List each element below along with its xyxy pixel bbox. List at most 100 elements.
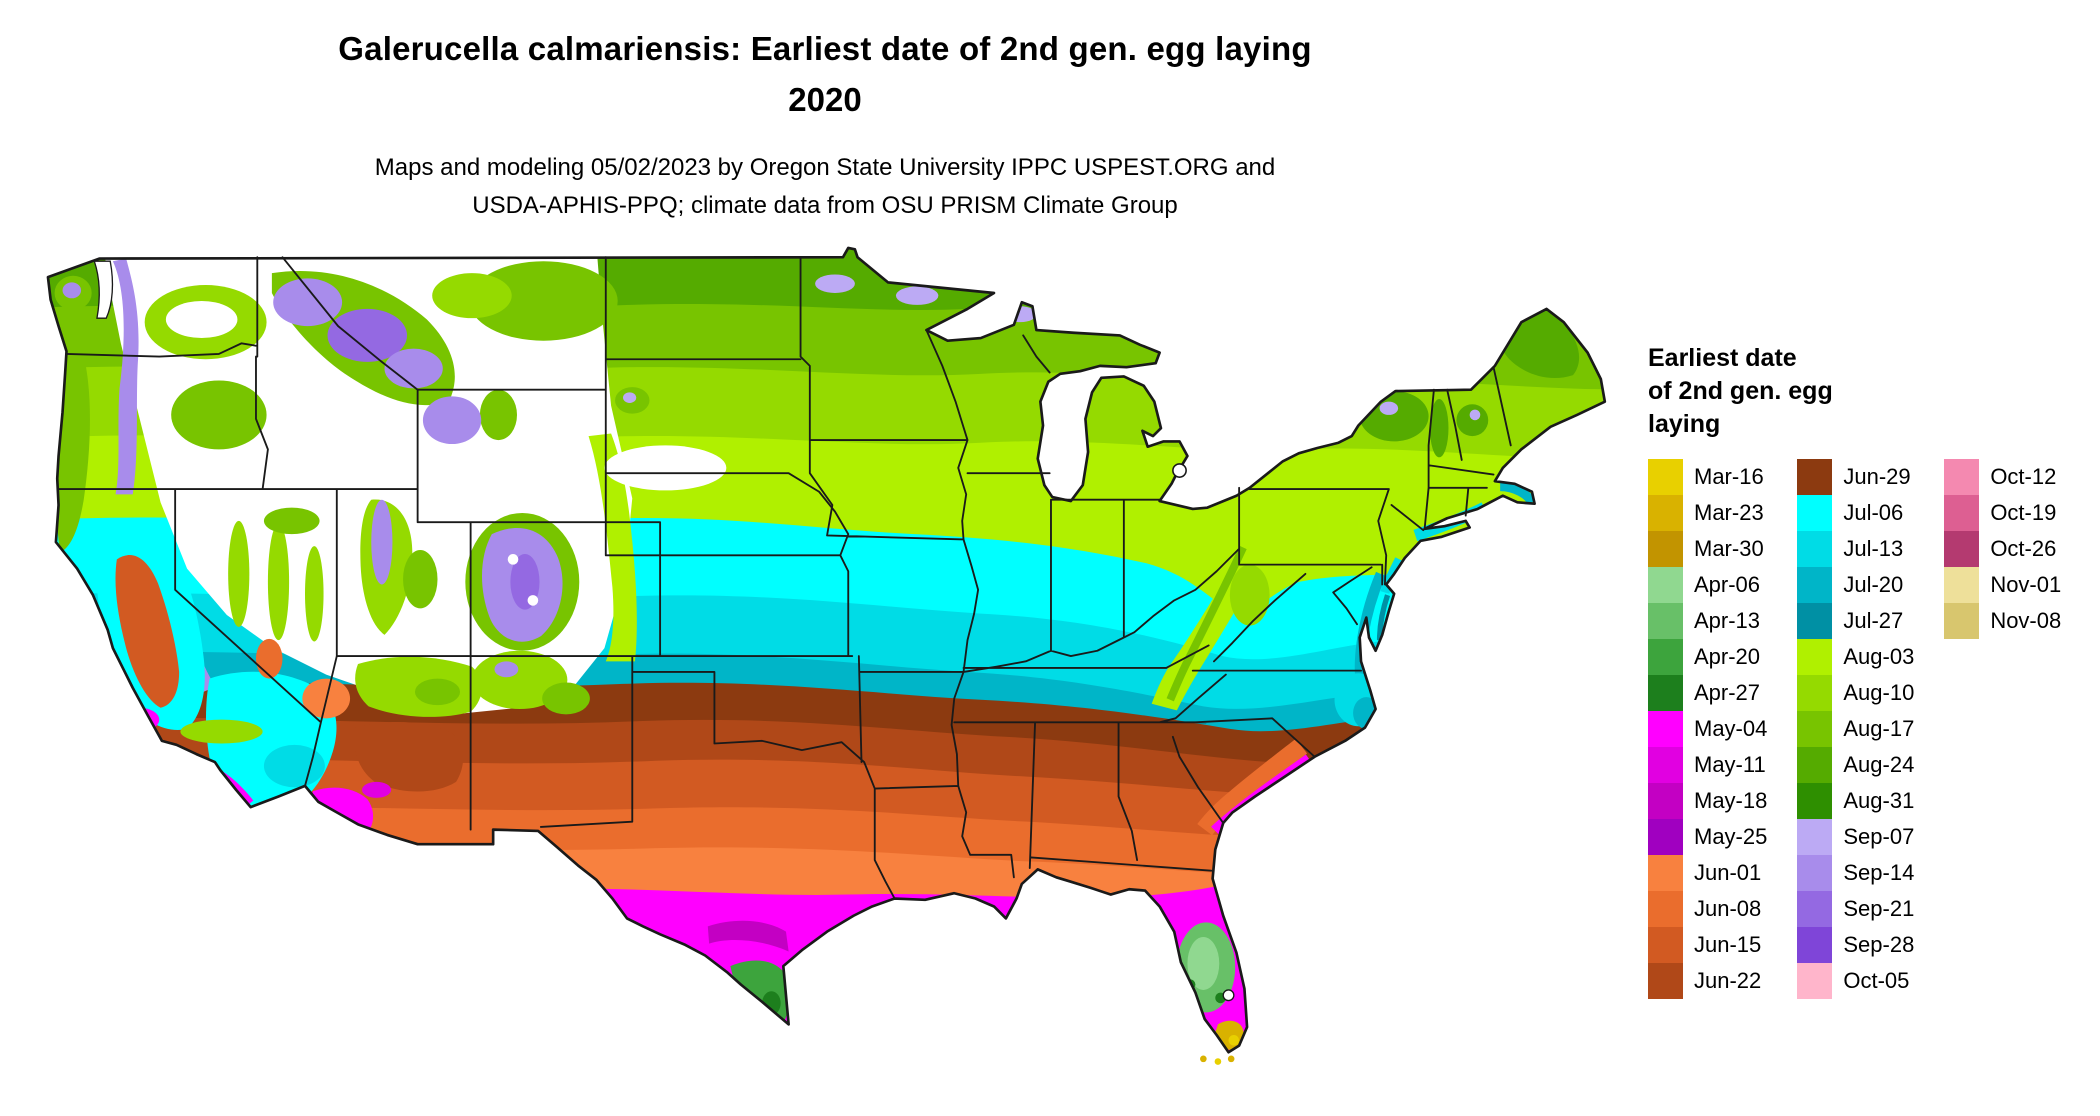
legend-swatch	[1648, 567, 1683, 603]
legend-label: May-18	[1694, 788, 1768, 813]
legend-label: Aug-10	[1843, 680, 1915, 705]
region-c-arizona	[354, 722, 464, 792]
region-transverse-ranges	[180, 719, 263, 744]
subtitle-line-1: Maps and modeling 05/02/2023 by Oregon S…	[374, 154, 1276, 181]
legend-swatch	[1648, 747, 1683, 783]
legend-item: Jun-29	[1797, 459, 1914, 495]
legend-item: Oct-26	[1944, 531, 2061, 567]
legend-item: Jul-20	[1797, 567, 1914, 603]
legend-label: Jun-29	[1843, 464, 1911, 489]
title-line-2: 2020	[788, 81, 862, 118]
legend-swatch	[1648, 963, 1683, 999]
legend-item: Mar-30	[1648, 531, 1767, 567]
legend-item: Sep-21	[1797, 891, 1914, 927]
region-blue-mountains	[171, 380, 267, 450]
region-adirondack-peak	[1379, 401, 1399, 415]
legend-item: May-25	[1648, 819, 1767, 855]
legend-label: May-25	[1694, 824, 1768, 849]
legend-swatch	[1944, 495, 1980, 531]
title-line-1: Galerucella calmariensis: Earliest date …	[338, 30, 1312, 67]
legend-swatch	[1797, 495, 1833, 531]
legend-swatch	[1797, 675, 1833, 711]
legend-swatch	[1648, 855, 1683, 891]
region-s-texas-may	[707, 920, 789, 952]
legend-item: May-11	[1648, 747, 1767, 783]
legend-swatch	[1648, 711, 1683, 747]
speck-upper-michigan-2	[1139, 326, 1161, 340]
legend-swatch	[1648, 603, 1683, 639]
legend-swatch	[1648, 891, 1683, 927]
legend-swatch	[1648, 639, 1683, 675]
legend-label: Sep-28	[1843, 932, 1915, 957]
legend-label: Sep-14	[1843, 860, 1915, 885]
region-white-mtn-peak	[1469, 409, 1481, 421]
region-snake-plain	[265, 417, 415, 457]
state-borders	[57, 256, 1512, 900]
legend-label: Nov-08	[1990, 608, 2062, 633]
legend-label: Mar-16	[1694, 464, 1764, 489]
region-n-rockies-3	[384, 348, 443, 389]
region-s-texas-green	[730, 960, 790, 1022]
legend-swatch	[1797, 819, 1833, 855]
legend-item: Oct-12	[1944, 459, 2061, 495]
puget-sound	[93, 260, 114, 319]
legend-column-1: Mar-16 Mar-23 Mar-30 Apr-06 Apr-13 Apr-20 Apr-…	[1648, 459, 1767, 999]
legend-label: Jul-20	[1843, 572, 1904, 597]
legend-item: Sep-07	[1797, 819, 1914, 855]
region-wv-highlands	[1229, 564, 1270, 626]
legend-item: Apr-20	[1648, 639, 1767, 675]
legend-swatch	[1648, 531, 1683, 567]
legend-label: Aug-17	[1843, 716, 1915, 741]
legend-label: Jul-06	[1843, 500, 1904, 525]
region-n-rockies-1	[273, 278, 343, 327]
legend-label: Jun-08	[1694, 896, 1762, 921]
legend-label: Jul-13	[1843, 536, 1904, 561]
region-white-mtns	[1456, 404, 1489, 437]
legend-swatch	[1944, 531, 1980, 567]
legend-label: Sep-07	[1843, 824, 1915, 849]
us-outline	[46, 246, 1607, 1054]
legend-item: Oct-05	[1797, 963, 1914, 999]
legend-item: Aug-24	[1797, 747, 1914, 783]
legend-item: Apr-13	[1648, 603, 1767, 639]
peak-dot-2	[527, 595, 539, 606]
legend-title: Earliest date of 2nd gen. egg laying	[1648, 342, 2061, 441]
region-nevada-range-3	[305, 546, 324, 642]
legend-item: Jun-01	[1648, 855, 1767, 891]
legend-swatch	[1648, 819, 1683, 855]
legend-label: Mar-30	[1694, 536, 1764, 561]
legend-swatch	[1648, 495, 1683, 531]
legend-label: Oct-26	[1990, 536, 2057, 561]
legend-label: Apr-27	[1694, 680, 1761, 705]
region-death-valley	[255, 638, 283, 679]
legend-label: Apr-20	[1694, 644, 1761, 669]
legend-columns: Mar-16 Mar-23 Mar-30 Apr-06 Apr-13 Apr-20 Apr-…	[1648, 459, 2061, 999]
legend-item: May-18	[1648, 783, 1767, 819]
legend-swatch	[1797, 747, 1833, 783]
region-yellowstone	[422, 396, 482, 445]
legend-label: Aug-03	[1843, 644, 1915, 669]
legend-label: Oct-05	[1843, 968, 1910, 993]
florida-keys-1	[1200, 1055, 1207, 1063]
region-high-plains	[588, 433, 637, 662]
band-jun08	[47, 804, 1605, 1053]
legend-label: Apr-06	[1694, 572, 1761, 597]
legend-item: Jul-27	[1797, 603, 1914, 639]
peak-dot-1	[507, 554, 519, 565]
legend-column-2: Jun-29 Jul-06 Jul-13 Jul-20 Jul-27 Aug-03 Aug-…	[1797, 459, 1914, 999]
legend-title-line-2: of 2nd gen. egg	[1648, 377, 1833, 405]
legend-item: Jun-22	[1648, 963, 1767, 999]
legend-label: Oct-12	[1990, 464, 2057, 489]
region-columbia-basin	[165, 300, 238, 339]
legend-label: Jun-22	[1694, 968, 1762, 993]
legend-swatch	[1797, 711, 1833, 747]
region-green-mtns	[1429, 399, 1449, 458]
chart-title: Galerucella calmariensis: Earliest date …	[0, 30, 1650, 119]
legend-item: Mar-16	[1648, 459, 1767, 495]
region-uintas	[403, 550, 438, 609]
legend-swatch	[1797, 783, 1833, 819]
legend-swatch	[1944, 603, 1980, 639]
legend-swatch	[1797, 963, 1833, 999]
us-map	[40, 240, 1630, 1088]
legend-item: Sep-14	[1797, 855, 1914, 891]
